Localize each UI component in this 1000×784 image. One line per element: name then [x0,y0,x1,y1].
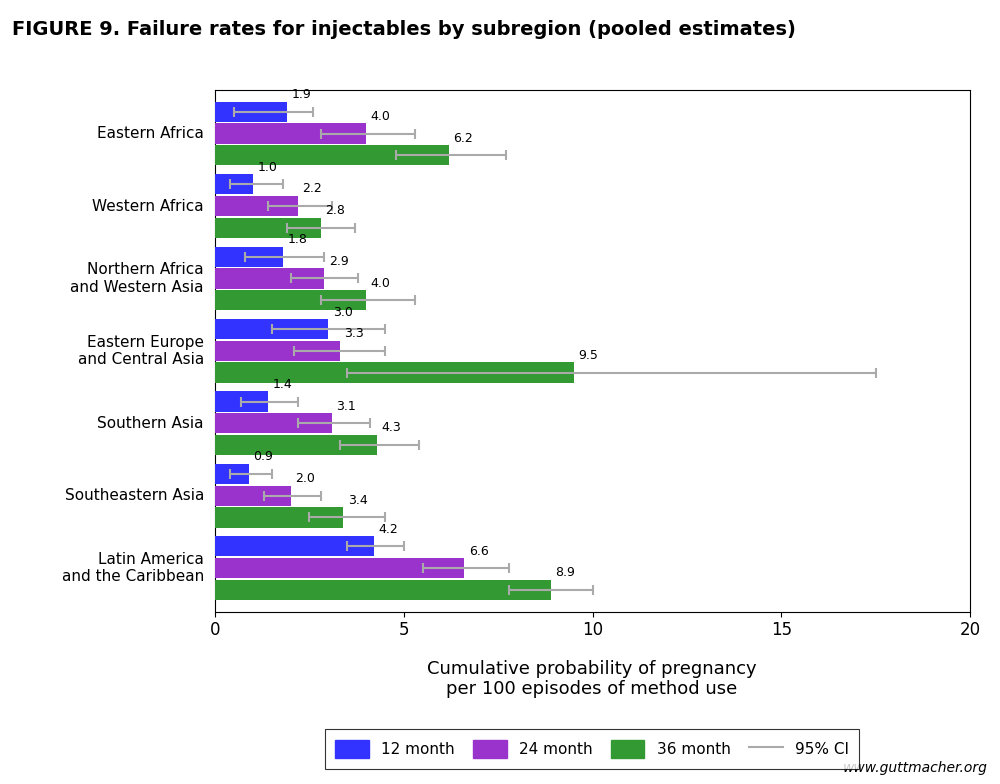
Bar [215,196,298,216]
Text: 3.1: 3.1 [337,400,356,412]
Bar [215,123,366,143]
Text: 1.9: 1.9 [291,89,311,101]
Bar [215,218,321,238]
Bar [215,246,283,267]
Text: 6.6: 6.6 [469,545,488,557]
Text: www.guttmacher.org: www.guttmacher.org [843,760,988,775]
Bar [215,464,249,484]
Text: 0.9: 0.9 [254,450,273,463]
Text: 2.0: 2.0 [295,472,315,485]
Text: 8.9: 8.9 [556,566,575,579]
Bar [215,362,574,383]
Text: 6.2: 6.2 [454,132,473,145]
Text: 9.5: 9.5 [578,349,598,362]
Text: 1.8: 1.8 [287,233,307,246]
Legend: 12 month, 24 month, 36 month, 95% CI: 12 month, 24 month, 36 month, 95% CI [325,729,859,768]
Bar [215,579,551,600]
Bar [215,319,328,339]
Bar [215,145,449,165]
Text: 2.9: 2.9 [329,255,349,268]
Bar [215,413,332,434]
Bar [215,102,287,122]
Text: per 100 episodes of method use: per 100 episodes of method use [446,680,738,698]
Text: 3.0: 3.0 [333,306,353,318]
Text: 2.8: 2.8 [325,204,345,217]
Bar [215,174,253,194]
Text: 4.0: 4.0 [371,277,390,289]
Text: Cumulative probability of pregnancy: Cumulative probability of pregnancy [427,660,757,678]
Text: FIGURE 9. Failure rates for injectables by subregion (pooled estimates): FIGURE 9. Failure rates for injectables … [12,20,796,38]
Text: 4.3: 4.3 [382,422,402,434]
Text: 4.2: 4.2 [378,523,398,535]
Bar [215,536,374,557]
Bar [215,290,366,310]
Bar [215,341,340,361]
Bar [215,268,324,289]
Bar [215,435,377,455]
Bar [215,485,290,506]
Bar [215,558,464,579]
Bar [215,507,343,528]
Text: 2.2: 2.2 [303,183,322,195]
Text: 4.0: 4.0 [371,110,390,123]
Text: 1.0: 1.0 [257,161,277,174]
Text: 3.4: 3.4 [348,494,368,506]
Bar [215,391,268,412]
Text: 1.4: 1.4 [272,378,292,391]
Text: 3.3: 3.3 [344,327,364,340]
